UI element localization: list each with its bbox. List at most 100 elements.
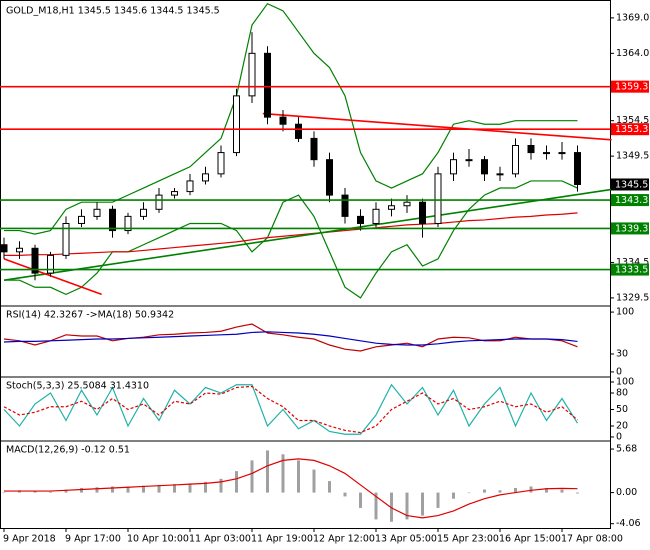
series-line (3, 331, 578, 346)
candle-body (264, 52, 271, 118)
candle-body (0, 244, 8, 253)
histogram-bar (529, 486, 533, 493)
y-tick-label: 0 (616, 366, 622, 377)
y-tick-label: 80 (616, 388, 628, 399)
level-label-box (611, 194, 649, 207)
y-tick-label: 0 (616, 431, 622, 442)
x-tick-label: 10 Apr 10:00 (127, 534, 189, 545)
histogram-bar (405, 492, 409, 520)
x-tick-label: 11 Apr 19:00 (251, 534, 313, 545)
candle-body (186, 180, 194, 193)
histogram-bar (436, 492, 440, 508)
x-tick-label: 9 Apr 17:00 (65, 534, 121, 545)
histogram-bar (142, 485, 145, 493)
level-label: 1333.5 (615, 265, 648, 276)
y-tick-label: 1364.0 (616, 48, 649, 59)
y-tick-label: 20 (616, 420, 628, 431)
candle-body (574, 152, 581, 185)
last-price-box (611, 178, 649, 191)
candle-body (93, 208, 101, 217)
histogram-bar (312, 469, 316, 493)
histogram-bar (80, 487, 83, 493)
histogram-bar (483, 489, 486, 493)
y-tick-label: 1354.5 (616, 115, 649, 126)
candle-body (465, 159, 473, 162)
y-tick-label: 1334.5 (616, 257, 649, 268)
candle-body (140, 208, 147, 217)
histogram-bar (2, 492, 6, 494)
candle-body (527, 144, 535, 154)
histogram-bar (250, 460, 254, 493)
candle-body (233, 95, 240, 154)
y-tick-label: 1329.5 (616, 292, 649, 303)
level-label-box (611, 263, 649, 276)
candle-body (310, 137, 318, 161)
series-line (3, 385, 578, 434)
histogram-bar (452, 492, 455, 499)
panel-title: GOLD_M18,H1 1345.5 1345.6 1344.5 1345.5 (6, 6, 220, 17)
y-tick-label: 100 (616, 377, 634, 388)
histogram-bar (467, 492, 471, 494)
candle-body (295, 123, 302, 139)
x-tick-label: 16 Apr 15:00 (499, 534, 561, 545)
candle-body (434, 173, 442, 224)
candle-body (155, 194, 163, 210)
candle-body (372, 208, 380, 224)
y-tick-label: 1369.0 (616, 12, 649, 23)
y-tick-label: 5.68 (616, 444, 637, 455)
level-label: 1353.3 (615, 124, 648, 135)
histogram-bar (95, 487, 99, 493)
histogram-bar (576, 492, 579, 494)
panel-title: Stoch(5,3,3) 25.5084 31.4310 (6, 381, 149, 392)
plot-frame (0, 0, 611, 529)
histogram-bar (498, 490, 502, 493)
histogram-bar (49, 491, 52, 493)
x-tick-label: 9 Apr 2018 (3, 534, 56, 545)
histogram-bar (204, 481, 207, 493)
level-label: 1359.3 (615, 82, 648, 93)
histogram-bar (64, 489, 68, 493)
series-line (3, 383, 579, 435)
x-tick-label: 13 Apr 05:00 (375, 534, 437, 545)
histogram-bar (328, 481, 331, 493)
x-tick-label: 11 Apr 03:00 (189, 534, 251, 545)
y-tick-label: 1349.5 (616, 151, 649, 162)
histogram-bar (359, 492, 362, 508)
candle-body (31, 247, 39, 274)
histogram-bar (157, 484, 161, 493)
y-tick-label: 0.00 (616, 487, 637, 498)
candle-body (481, 159, 488, 175)
histogram-bar (545, 487, 548, 493)
candle-body (202, 173, 209, 182)
candle-body (543, 152, 550, 155)
candle-body (217, 152, 225, 175)
level-label: 1339.3 (615, 223, 648, 234)
histogram-bar (374, 492, 378, 520)
y-tick-label: 100 (616, 307, 634, 318)
level-label-box (611, 222, 649, 235)
histogram-bar (514, 487, 517, 493)
series-line (4, 212, 578, 256)
candle-body (78, 215, 85, 224)
x-tick-label: 17 Apr 08:00 (561, 534, 623, 545)
panel-title: MACD(12,26,9) -0.12 0.51 (6, 445, 130, 456)
y-tick-label: 30 (616, 348, 628, 359)
candle-body (341, 194, 349, 217)
histogram-bar (390, 492, 393, 522)
histogram-bar (111, 486, 114, 493)
histogram-bar (266, 450, 269, 493)
candle-body (450, 159, 457, 175)
candle-body (16, 247, 23, 253)
x-tick-label: 12 Apr 12:00 (313, 534, 375, 545)
candle-body (62, 222, 70, 256)
candle-body (388, 205, 395, 210)
candle-body (512, 144, 519, 175)
candle-body (248, 52, 256, 97)
trend-line (3, 258, 102, 296)
histogram-bar (235, 471, 238, 493)
candle-body (109, 208, 116, 232)
candle-body (357, 215, 364, 224)
histogram-bar (219, 478, 223, 493)
